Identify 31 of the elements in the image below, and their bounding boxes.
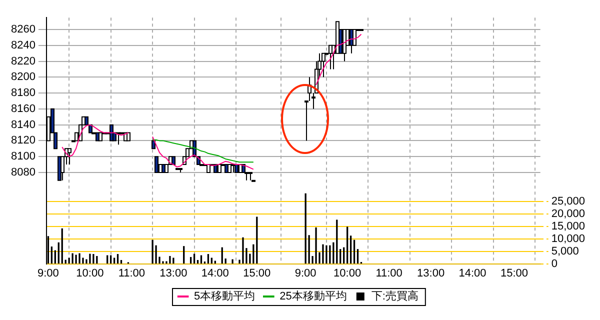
- y-tick-label: 8160: [10, 102, 36, 115]
- x-tick-label: 9:00: [38, 267, 59, 280]
- y2-tick-label: 20,000: [551, 208, 586, 220]
- x-tick-label: 14:00: [458, 267, 486, 280]
- x-tick-label: 10:00: [76, 267, 104, 280]
- x-tick-label: 15:00: [243, 267, 271, 280]
- x-tick-label: 11:00: [376, 267, 402, 280]
- y-tick-label: 8140: [10, 118, 36, 131]
- legend-label: 25本移動平均: [280, 290, 347, 303]
- x-tick-label: 9:00: [294, 267, 316, 280]
- y2-tick-label: 5,000: [551, 245, 579, 258]
- y-tick-label: 8120: [10, 134, 36, 147]
- x-tick-label: 11:00: [118, 267, 146, 280]
- y2-tick-label: 15,000: [551, 220, 586, 233]
- x-tick-label: 10:00: [334, 267, 362, 280]
- y-tick-label: 8220: [10, 55, 36, 68]
- y2-tick-label: 25,000: [551, 196, 586, 208]
- x-tick-label: 13:00: [417, 267, 445, 280]
- y-tick-label: 8200: [10, 71, 36, 84]
- y-tick-label: 8100: [10, 150, 36, 163]
- y-tick-label: 8260: [10, 24, 36, 36]
- x-tick-label: 13:00: [160, 267, 188, 280]
- y2-tick-label: 10,000: [551, 232, 586, 245]
- y-tick-label: 8080: [10, 166, 36, 178]
- y-tick-label: 8180: [10, 87, 36, 100]
- legend-label: 下:売買高: [371, 290, 418, 303]
- y-tick-label: 8240: [10, 39, 36, 52]
- y2-tick-label: 0: [551, 258, 558, 270]
- legend-label: 5本移動平均: [194, 290, 256, 303]
- x-tick-label: 14:00: [201, 267, 229, 280]
- x-tick-label: 15:00: [500, 267, 528, 280]
